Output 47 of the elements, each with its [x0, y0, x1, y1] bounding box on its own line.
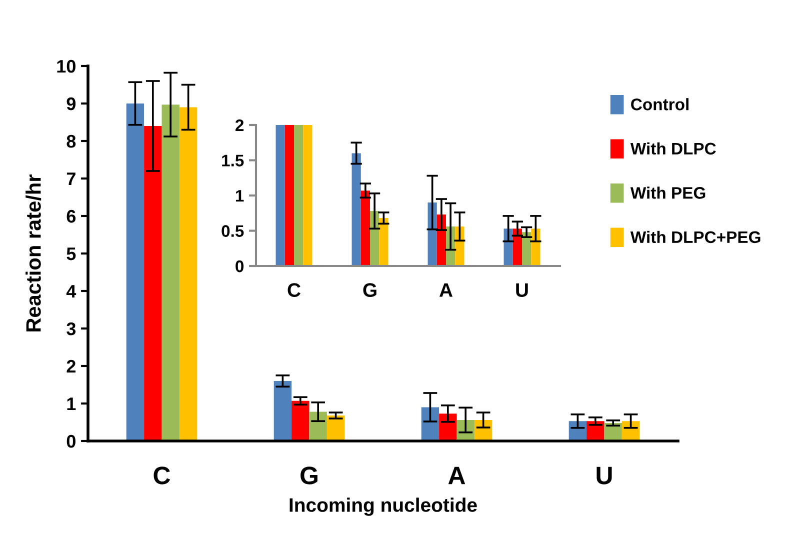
- x-tick-label: G: [300, 466, 318, 484]
- bar: [162, 104, 180, 441]
- bar: [360, 190, 370, 266]
- y-tick-label: 1: [236, 190, 244, 202]
- legend-label: Control: [631, 98, 688, 110]
- y-tick-label: 1: [67, 398, 76, 410]
- y-tick-label: 8: [66, 134, 76, 148]
- x-tick-label: C: [154, 466, 170, 484]
- bar: [284, 125, 294, 266]
- bar: [352, 153, 361, 266]
- bar: [379, 218, 388, 266]
- bar: [276, 125, 285, 266]
- y-tick-label: 5: [66, 248, 76, 260]
- bar: [326, 416, 345, 441]
- bar: [294, 125, 304, 266]
- y-tick-label: 10: [57, 60, 76, 73]
- y-tick-label: 0.5: [222, 225, 244, 237]
- x-tick-label: A: [439, 283, 453, 297]
- y-tick-label: 0: [66, 434, 76, 448]
- y-tick-label: 6: [66, 210, 76, 223]
- y-tick-label: 0: [236, 260, 244, 272]
- y-tick-label: 2: [66, 360, 76, 373]
- y-tick-label: 9: [66, 97, 76, 110]
- bar: [292, 400, 310, 441]
- bar: [126, 104, 144, 441]
- legend-label: With PEG: [630, 186, 706, 199]
- bar: [439, 414, 457, 441]
- legend-label: With DLPC+PEG: [630, 230, 760, 244]
- bar: [309, 412, 327, 441]
- x-axis-title: Incoming nucleotide: [290, 498, 477, 516]
- x-tick-label: U: [596, 466, 612, 484]
- y-axis-title: Reaction rate/hr: [26, 174, 42, 332]
- y-tick-label: 3: [66, 322, 76, 336]
- y-tick-label: 2: [236, 119, 244, 132]
- y-tick-label: 7: [66, 172, 76, 186]
- bar: [421, 407, 440, 441]
- bar: [179, 107, 198, 441]
- x-tick-label: A: [448, 466, 466, 484]
- bar: [274, 381, 292, 441]
- x-tick-label: U: [516, 283, 528, 297]
- x-tick-label: C: [288, 283, 300, 297]
- bar: [303, 125, 312, 266]
- legend-label: With DLPC: [630, 142, 716, 155]
- x-tick-label: G: [363, 283, 376, 297]
- y-tick-label: 4: [66, 285, 76, 298]
- bar: [144, 126, 162, 441]
- y-tick-label: 1.5: [222, 154, 244, 166]
